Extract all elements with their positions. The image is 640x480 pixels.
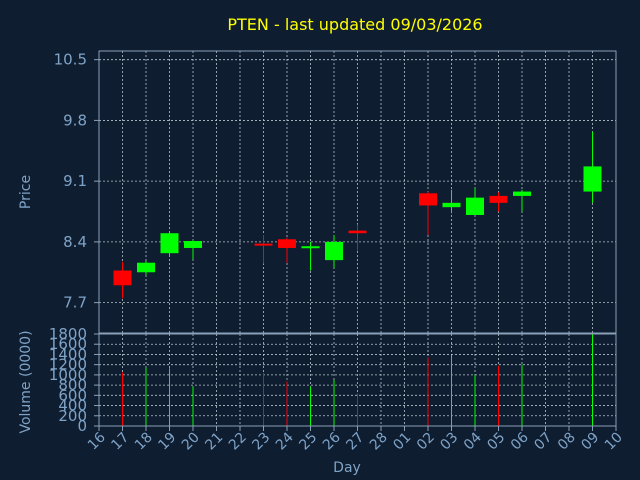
candle-body: [278, 239, 296, 248]
candle-body: [442, 202, 461, 208]
x-tick-label: 17: [108, 430, 132, 454]
candle-body: [583, 166, 602, 192]
x-tick-label: 08: [555, 430, 579, 454]
candle-body: [301, 246, 320, 249]
x-tick-label: 23: [249, 430, 273, 454]
volume-tick-label: 200: [58, 407, 87, 425]
x-axis: 16 17 18 19 20 21 22 23 24 25 26 27 28 01 02 03 04 05 06 07…: [85, 426, 626, 453]
candle-body: [348, 230, 367, 234]
x-tick-label: 05: [484, 430, 508, 454]
x-tick-label: 06: [508, 429, 532, 453]
x-tick-label: 10: [602, 430, 626, 454]
x-tick-label: 02: [414, 430, 438, 454]
price-tick-label: 9.1: [63, 172, 87, 190]
candle-body: [513, 191, 531, 196]
x-tick-label: 28: [367, 430, 391, 454]
x-tick-label: 04: [461, 429, 485, 453]
price-tick-label: 7.7: [63, 294, 87, 312]
volume-tick-label: 1600: [49, 335, 87, 353]
x-tick-label: 25: [296, 430, 320, 454]
price-tick-label: 9.8: [63, 111, 87, 129]
x-tick-label: 24: [273, 429, 297, 453]
volume-tick-label: 1000: [49, 366, 87, 384]
candle-body: [113, 270, 132, 286]
candle-body: [325, 241, 343, 261]
price-tick-label: 10.5: [54, 51, 87, 69]
x-tick-label: 22: [226, 430, 250, 454]
x-tick-label: 27: [343, 430, 367, 454]
x-tick-label: 26: [320, 429, 344, 453]
chart-title: PTEN - last updated 09/03/2026: [227, 15, 482, 34]
candle-body: [137, 262, 155, 273]
price-panel: 7.7 8.4 9.1 9.8 10.5: [54, 50, 617, 334]
x-tick-label: 20: [179, 430, 203, 454]
price-tick-label: 8.4: [63, 233, 87, 251]
volume-tick-label: 800: [58, 376, 87, 394]
x-tick-label: 07: [531, 430, 555, 454]
x-tick-label: 01: [390, 430, 414, 454]
candle-body: [489, 195, 508, 203]
volume-tick-label: 1200: [49, 356, 87, 374]
candle-body: [160, 233, 179, 254]
price-axis-label: Price: [18, 175, 34, 209]
candle-body: [466, 197, 484, 215]
x-tick-label: 19: [155, 430, 179, 454]
volume-axis-label: Volume (0000): [18, 330, 34, 433]
x-axis-label: Day: [333, 460, 361, 476]
volume-tick-label: 1400: [49, 345, 87, 363]
x-tick-label: 09: [578, 430, 602, 454]
volume-tick-label: 400: [58, 397, 87, 415]
x-tick-label: 16: [85, 429, 109, 453]
x-tick-label: 03: [437, 430, 461, 454]
candle-body: [419, 193, 437, 206]
x-tick-label: 21: [202, 430, 226, 454]
volume-tick-label: 600: [58, 386, 87, 404]
volume-tick-label: 0: [77, 417, 87, 435]
candle-body: [254, 243, 273, 246]
price-panel-frame: [98, 50, 617, 334]
x-tick-label: 18: [132, 430, 156, 454]
candle-body: [184, 241, 202, 248]
volume-tick-label: 1800: [49, 325, 87, 343]
